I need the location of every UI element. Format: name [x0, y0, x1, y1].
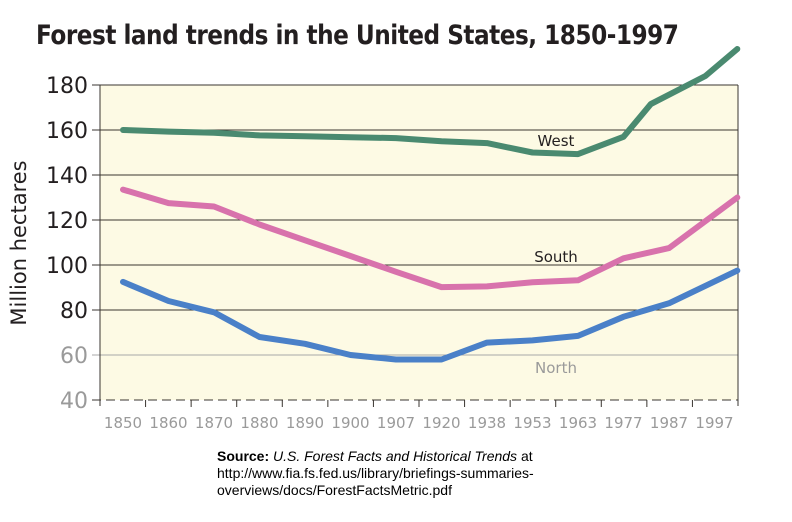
x-tick-label: 1920	[422, 414, 460, 432]
series-line-north	[120, 267, 741, 363]
y-tick-label: 40	[60, 389, 88, 414]
x-tick-label: 1900	[331, 414, 369, 432]
x-tick-label: 1997	[695, 414, 733, 432]
x-tick-label: 1963	[559, 414, 597, 432]
x-tick-label: 1850	[104, 414, 142, 432]
x-tick-label: 1880	[240, 414, 278, 432]
x-tick-label: 1953	[513, 414, 551, 432]
x-tick-label: 1987	[650, 414, 688, 432]
y-tick-label: 180	[46, 74, 88, 99]
x-tick-labels: 1850 1860 1870 1880 1890 1900 1907 1920 1938 1953…	[104, 400, 734, 432]
y-tick-label: 60	[60, 344, 88, 369]
x-tick-label: 1890	[286, 414, 324, 432]
chart-title: Forest land trends in the United States,…	[36, 20, 679, 51]
x-tick-label: 1860	[149, 414, 187, 432]
series-line-south	[120, 186, 741, 291]
source-title: U.S. Forest Facts and Historical Trends	[273, 448, 518, 464]
source-url-line1[interactable]: http://www.fia.fs.fed.us/library/briefin…	[217, 465, 534, 481]
series-label-south: South	[534, 248, 578, 266]
series-label-north: North	[535, 359, 577, 377]
series-label-west: West	[538, 132, 575, 150]
source-note: Source: U.S. Forest Facts and Historical…	[217, 448, 637, 499]
y-tick-label: 120	[46, 209, 88, 234]
x-tick-label: 1938	[468, 414, 506, 432]
y-tick-labels: 180 160 140 120 100 80 60 40	[46, 74, 88, 414]
source-url-line2[interactable]: overviews/docs/ForestFactsMetric.pdf	[217, 482, 452, 498]
series-lines	[120, 46, 741, 363]
series-labels: West South North	[534, 132, 578, 377]
y-tick-label: 140	[46, 164, 88, 189]
x-tick-label: 1870	[195, 414, 233, 432]
y-tick-label: 100	[46, 254, 88, 279]
series-line-west	[120, 46, 741, 158]
x-tick-label: 1977	[604, 414, 642, 432]
y-tick-label: 80	[60, 299, 88, 324]
x-tick-label: 1907	[377, 414, 415, 432]
y-axis-label: Million hectares	[7, 160, 31, 325]
source-label: Source:	[217, 448, 270, 464]
source-at: at	[517, 448, 533, 464]
axes	[92, 85, 739, 406]
y-tick-label: 160	[46, 119, 88, 144]
